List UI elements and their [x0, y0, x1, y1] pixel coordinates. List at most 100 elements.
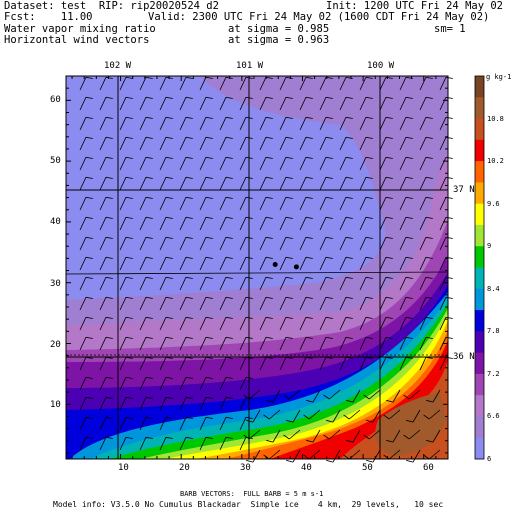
wind-barb-shaft [372, 449, 381, 463]
wind-barb-feather [425, 276, 433, 279]
wind-barb-shaft [379, 117, 387, 131]
wind-barb-shaft [299, 117, 307, 131]
wind-barb-shaft [239, 397, 247, 411]
wind-barb-shaft [159, 77, 167, 91]
wind-barb-feather [385, 176, 393, 179]
wind-barb-feather [85, 136, 93, 139]
wind-barb-feather [225, 436, 233, 439]
colorbar-swatch [475, 437, 484, 460]
wind-barb-feather [265, 156, 273, 159]
wind-barb-feather [325, 356, 333, 359]
wind-barb-feather [345, 216, 353, 219]
wind-barb-shaft [299, 177, 307, 191]
wind-barb-shaft [219, 417, 227, 431]
wind-barb-shaft [219, 137, 227, 151]
wind-barb-shaft [219, 357, 227, 371]
wind-barb-shaft [79, 357, 87, 371]
wind-barb-feather [345, 136, 353, 139]
wind-barb-shaft [299, 317, 307, 331]
wind-barb-shaft [389, 449, 401, 460]
wind-barb-feather [245, 416, 253, 419]
wind-barb-feather [425, 156, 433, 159]
wind-barb-feather [345, 316, 353, 319]
wind-barb-feather [225, 376, 233, 379]
wind-barb-shaft [159, 297, 167, 311]
colorbar-swatch [475, 139, 484, 162]
wind-barb-shaft [279, 337, 287, 351]
wind-barb-shaft [99, 337, 107, 351]
wind-barb-shaft [332, 409, 341, 423]
wind-barb-shaft [79, 297, 87, 311]
wind-barb-shaft [99, 317, 107, 331]
wind-barb-shaft [419, 317, 427, 331]
wind-barb-feather [243, 394, 250, 400]
wind-barb-shaft [259, 77, 267, 91]
wind-barb-feather [325, 196, 333, 199]
wind-barb-feather [225, 216, 233, 219]
wind-barb-feather [205, 436, 213, 439]
wind-barb-feather [185, 276, 193, 279]
wind-barb-shaft [299, 97, 307, 111]
wind-barb-feather [185, 336, 193, 339]
wind-barb-shaft [79, 77, 87, 91]
wind-barb-feather [283, 394, 290, 400]
wind-barb-shaft [199, 217, 207, 231]
wind-barb-feather [285, 316, 293, 319]
wind-barb-feather [306, 439, 314, 443]
wind-barb-shaft [279, 317, 287, 331]
wind-barb-feather [165, 316, 173, 319]
wind-barb-feather [245, 296, 253, 299]
wind-barb-feather [405, 96, 413, 99]
wind-barb-shaft [99, 297, 107, 311]
wind-barb-feather [445, 336, 453, 339]
wind-barb-feather [125, 356, 133, 359]
wind-barb-shaft [279, 157, 287, 171]
wind-barb-feather [205, 396, 213, 399]
wind-barb-shaft [339, 197, 347, 211]
wind-barb-feather [365, 356, 373, 359]
wind-barb-shaft [119, 197, 127, 211]
wind-barb-feather [266, 439, 274, 443]
wind-barb-feather [405, 236, 413, 239]
wind-barb-feather [325, 276, 333, 279]
wind-barb-shaft [159, 277, 167, 291]
wind-barb-feather [445, 96, 453, 99]
wind-barb-feather [445, 316, 453, 319]
station-markers [272, 261, 299, 270]
wind-barb-shaft [339, 137, 347, 151]
wind-barb-feather [205, 416, 213, 419]
wind-barb-shaft [219, 257, 227, 271]
wind-barb-shaft [79, 237, 87, 251]
wind-barb-shaft [439, 277, 447, 291]
wind-barb-feather [265, 356, 273, 359]
wind-barb-feather [343, 454, 350, 460]
wind-barb-shaft [379, 257, 387, 271]
wind-barb-feather [125, 316, 133, 319]
wind-barb-shaft [289, 389, 301, 400]
wind-barb-feather [383, 454, 390, 460]
dataset-label: Dataset: test RIP: rip20020524 d2 [4, 0, 219, 12]
wind-barb-feather [105, 116, 113, 119]
wind-barb-feather [165, 296, 173, 299]
x-tick-10: 10 [118, 463, 129, 473]
y-tick-60: 60 [50, 95, 61, 105]
wind-barb-feather [325, 316, 333, 319]
wind-barb-feather [145, 136, 153, 139]
wind-barb-feather [145, 156, 153, 159]
wind-barb-feather [305, 136, 313, 139]
wind-barb-feather [85, 176, 93, 179]
wind-barb-feather [326, 459, 334, 463]
wind-barb-feather [285, 96, 293, 99]
wind-barb-shaft [159, 417, 167, 431]
wind-barb-feather [265, 116, 273, 119]
wind-barb-feather [385, 256, 393, 259]
wind-barb-feather [405, 116, 413, 119]
colorbar-swatch [475, 182, 484, 205]
wind-barb-shaft [179, 157, 187, 171]
wind-barb-shaft [319, 357, 327, 371]
wind-barb-shaft [359, 77, 367, 91]
wind-barb-shaft [99, 437, 107, 451]
y-tick-50: 50 [50, 156, 61, 166]
wind-barb-feather [426, 439, 434, 443]
wind-barb-feather [185, 396, 193, 399]
